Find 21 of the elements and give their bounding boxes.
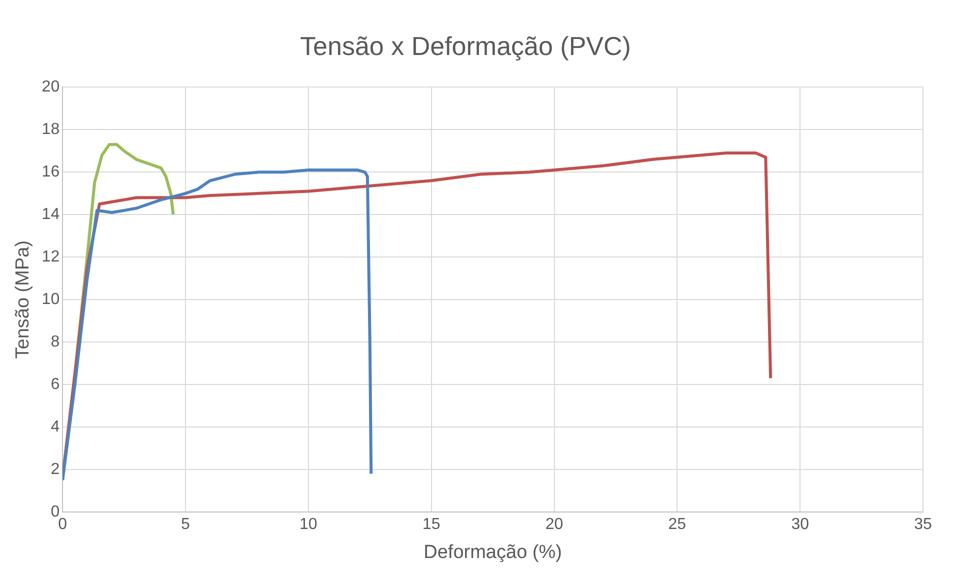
x-tick-label: 25	[668, 516, 686, 534]
y-tick-label: 2	[50, 460, 60, 478]
x-tick-label: 15	[422, 516, 440, 534]
y-tick-label: 4	[50, 418, 60, 436]
y-tick-label: 10	[42, 291, 60, 308]
y-tick-label: 20	[42, 78, 60, 96]
x-tick-label: 20	[545, 516, 564, 534]
y-tick-label: 16	[42, 164, 60, 181]
y-tick-label: 18	[42, 121, 60, 138]
y-tick-label: 6	[50, 376, 60, 393]
x-tick-label: 5	[181, 516, 190, 534]
x-tick-label: 10	[300, 516, 318, 534]
y-tick-label: 12	[42, 248, 60, 266]
x-axis-title: Deformação (%)	[424, 542, 562, 563]
y-tick-label: 0	[50, 503, 60, 520]
y-tick-label: 8	[50, 333, 60, 350]
y-tick-label: 14	[42, 206, 60, 224]
chart-title: Tensão x Deformação (PVC)	[300, 30, 631, 61]
y-axis-title: Tensão (MPa)	[12, 240, 34, 359]
x-tick-label: 35	[914, 516, 932, 534]
x-tick-label: 30	[791, 516, 810, 534]
